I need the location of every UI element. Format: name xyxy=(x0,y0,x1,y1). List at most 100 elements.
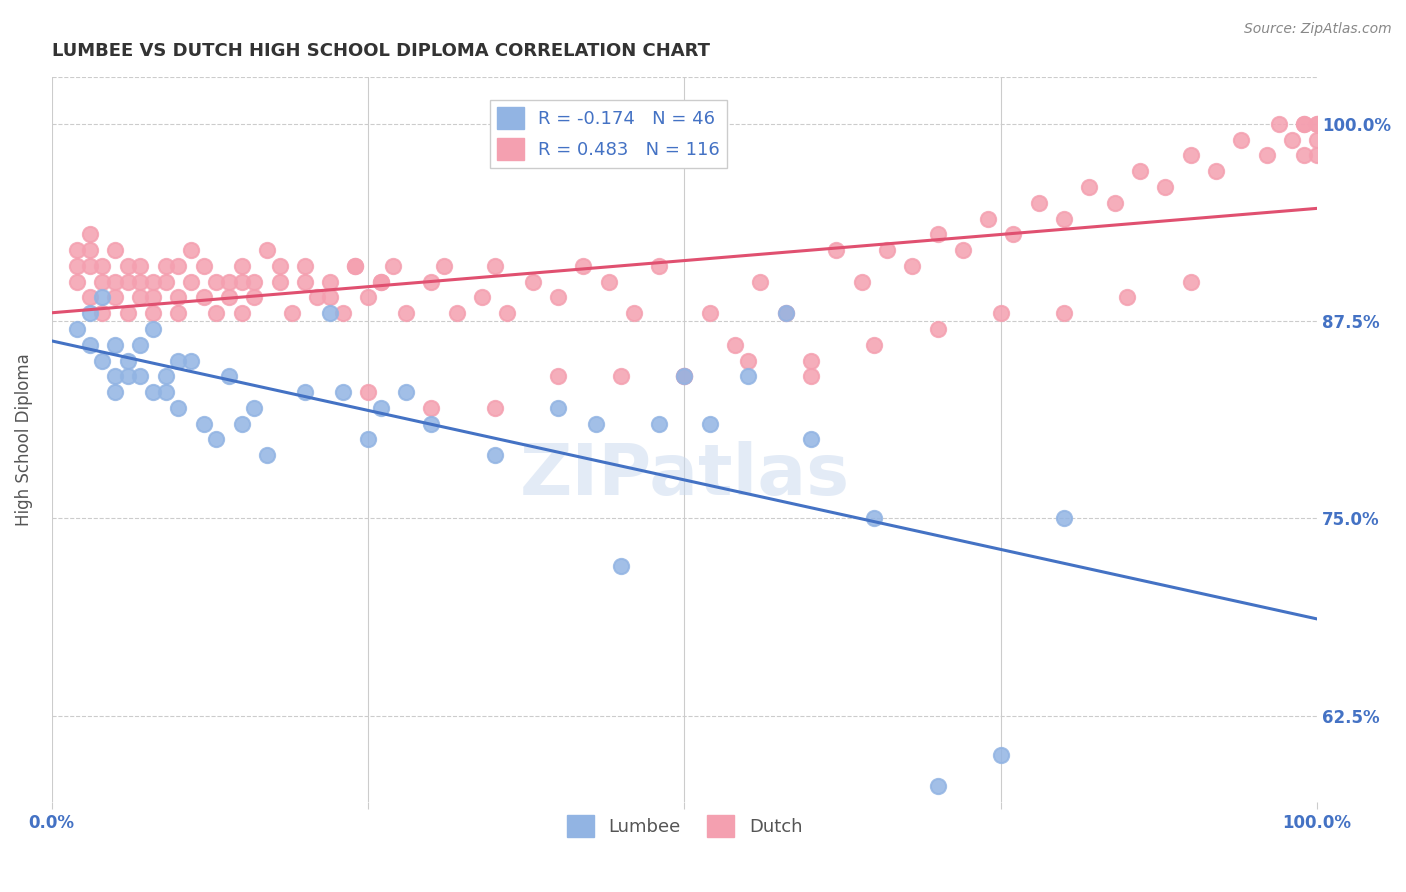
Point xyxy=(420,401,443,415)
Point xyxy=(382,259,405,273)
Point xyxy=(79,306,101,320)
Point xyxy=(800,369,823,384)
Point xyxy=(673,369,696,384)
Point xyxy=(357,385,380,400)
Point xyxy=(205,306,228,320)
Point xyxy=(547,369,569,384)
Point xyxy=(699,417,721,431)
Point xyxy=(484,259,506,273)
Legend: Lumbee, Dutch: Lumbee, Dutch xyxy=(560,807,810,844)
Point xyxy=(231,275,253,289)
Point xyxy=(294,259,316,273)
Point xyxy=(332,385,354,400)
Y-axis label: High School Diploma: High School Diploma xyxy=(15,353,32,525)
Point xyxy=(737,369,759,384)
Point xyxy=(256,243,278,257)
Point xyxy=(724,338,747,352)
Point xyxy=(927,780,949,794)
Point xyxy=(433,259,456,273)
Point xyxy=(572,259,595,273)
Point xyxy=(142,275,165,289)
Point xyxy=(990,306,1012,320)
Point xyxy=(673,369,696,384)
Point xyxy=(66,259,89,273)
Point xyxy=(901,259,924,273)
Point xyxy=(129,259,152,273)
Point xyxy=(117,259,139,273)
Point xyxy=(104,385,127,400)
Point xyxy=(673,369,696,384)
Point xyxy=(205,275,228,289)
Point xyxy=(1053,306,1076,320)
Point xyxy=(446,306,468,320)
Point xyxy=(927,227,949,242)
Point xyxy=(319,306,342,320)
Point xyxy=(117,306,139,320)
Point xyxy=(104,243,127,257)
Point xyxy=(1053,211,1076,226)
Point xyxy=(1053,511,1076,525)
Point xyxy=(1180,275,1202,289)
Point xyxy=(1104,195,1126,210)
Point xyxy=(243,275,266,289)
Point xyxy=(142,322,165,336)
Point xyxy=(737,353,759,368)
Point xyxy=(484,401,506,415)
Point xyxy=(281,306,304,320)
Point xyxy=(977,211,1000,226)
Point xyxy=(155,385,177,400)
Point xyxy=(990,747,1012,762)
Point xyxy=(231,306,253,320)
Point xyxy=(357,290,380,304)
Point xyxy=(610,369,633,384)
Point xyxy=(231,417,253,431)
Point xyxy=(218,290,240,304)
Point xyxy=(800,433,823,447)
Point xyxy=(155,275,177,289)
Point xyxy=(522,275,544,289)
Point xyxy=(1256,148,1278,162)
Point xyxy=(104,275,127,289)
Point xyxy=(1230,133,1253,147)
Point xyxy=(117,353,139,368)
Point xyxy=(91,275,114,289)
Point xyxy=(294,275,316,289)
Point xyxy=(775,306,797,320)
Point xyxy=(142,385,165,400)
Point xyxy=(484,448,506,462)
Point xyxy=(395,306,418,320)
Point xyxy=(319,275,342,289)
Point xyxy=(395,385,418,400)
Point xyxy=(1281,133,1303,147)
Point xyxy=(1154,180,1177,194)
Text: Source: ZipAtlas.com: Source: ZipAtlas.com xyxy=(1244,22,1392,37)
Point xyxy=(129,290,152,304)
Point xyxy=(129,369,152,384)
Point xyxy=(1294,117,1316,131)
Text: ZIPatlas: ZIPatlas xyxy=(519,442,849,510)
Point xyxy=(370,275,392,289)
Point xyxy=(927,322,949,336)
Point xyxy=(193,259,215,273)
Point xyxy=(155,259,177,273)
Point xyxy=(648,417,671,431)
Point xyxy=(66,322,89,336)
Point xyxy=(952,243,974,257)
Point xyxy=(167,306,190,320)
Point xyxy=(800,353,823,368)
Point xyxy=(1180,148,1202,162)
Point xyxy=(269,259,291,273)
Point xyxy=(142,290,165,304)
Point xyxy=(167,401,190,415)
Point xyxy=(1268,117,1291,131)
Point xyxy=(117,369,139,384)
Point xyxy=(307,290,329,304)
Point xyxy=(218,275,240,289)
Point xyxy=(420,417,443,431)
Point xyxy=(876,243,898,257)
Point xyxy=(79,259,101,273)
Point xyxy=(167,290,190,304)
Point xyxy=(104,290,127,304)
Point xyxy=(66,243,89,257)
Point xyxy=(547,401,569,415)
